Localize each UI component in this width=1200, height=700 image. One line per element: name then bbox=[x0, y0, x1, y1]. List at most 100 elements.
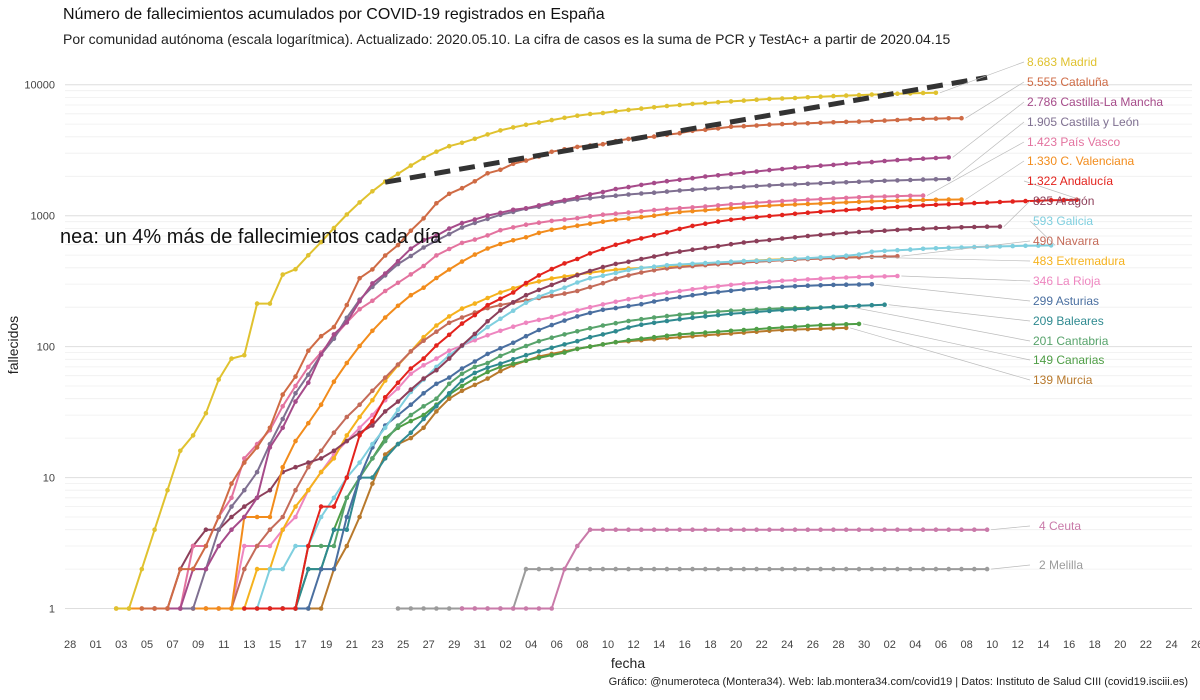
data-point bbox=[306, 606, 311, 611]
data-point bbox=[549, 293, 554, 299]
data-point bbox=[933, 566, 939, 572]
data-point bbox=[357, 433, 362, 438]
data-point bbox=[715, 206, 721, 212]
data-point bbox=[779, 121, 785, 127]
data-point bbox=[485, 351, 490, 357]
data-point bbox=[216, 606, 221, 611]
data-point bbox=[587, 566, 593, 572]
data-point bbox=[382, 395, 388, 400]
data-point bbox=[908, 177, 913, 183]
data-point bbox=[908, 198, 913, 203]
series-label: 593 Galicia bbox=[1033, 214, 1093, 228]
data-point bbox=[536, 220, 542, 225]
data-point bbox=[434, 329, 439, 335]
data-point bbox=[690, 101, 695, 107]
data-point bbox=[626, 325, 631, 330]
data-point bbox=[690, 247, 695, 252]
data-point bbox=[472, 312, 478, 318]
data-point bbox=[485, 606, 490, 611]
data-point bbox=[203, 543, 209, 549]
data-point bbox=[370, 388, 375, 394]
data-point bbox=[280, 514, 286, 520]
data-point bbox=[510, 324, 516, 330]
data-point bbox=[421, 216, 426, 221]
data-point bbox=[741, 258, 747, 264]
data-point bbox=[242, 606, 247, 611]
data-point bbox=[856, 282, 862, 287]
data-point bbox=[613, 305, 618, 311]
series-c-valenciana bbox=[113, 197, 964, 611]
data-point bbox=[293, 487, 298, 493]
data-point bbox=[472, 179, 478, 184]
leader-line bbox=[862, 323, 1031, 361]
data-point bbox=[613, 267, 618, 273]
data-point bbox=[677, 226, 682, 232]
data-point bbox=[370, 267, 375, 272]
x-tick-label: 23 bbox=[371, 639, 383, 651]
data-point bbox=[767, 122, 772, 127]
data-point bbox=[818, 322, 823, 328]
series-line bbox=[308, 326, 847, 610]
data-point bbox=[703, 260, 708, 266]
data-point bbox=[831, 231, 836, 237]
data-point bbox=[562, 261, 567, 266]
data-point bbox=[805, 277, 811, 282]
leader-line bbox=[901, 240, 1031, 257]
data-point bbox=[498, 316, 503, 322]
data-point bbox=[242, 514, 247, 520]
x-tick-label: 15 bbox=[269, 639, 281, 651]
data-point bbox=[920, 90, 926, 96]
data-point bbox=[754, 123, 759, 128]
data-point bbox=[690, 261, 695, 267]
chart-title: Número de fallecimientos acumulados por … bbox=[63, 6, 605, 23]
data-point bbox=[728, 311, 734, 317]
data-point bbox=[510, 308, 516, 314]
data-point bbox=[267, 425, 273, 431]
data-point bbox=[677, 332, 682, 337]
data-point bbox=[575, 215, 580, 221]
data-point bbox=[831, 527, 836, 532]
data-point bbox=[382, 425, 388, 431]
data-point bbox=[472, 359, 478, 364]
x-tick-label: 13 bbox=[243, 639, 255, 651]
data-point bbox=[754, 527, 759, 532]
data-point bbox=[677, 316, 682, 322]
data-point bbox=[421, 237, 426, 243]
data-point bbox=[446, 356, 452, 361]
series-label: 1.905 Castilla y León bbox=[1027, 115, 1139, 129]
data-point bbox=[626, 566, 631, 572]
data-point bbox=[485, 302, 490, 308]
data-point bbox=[908, 117, 913, 122]
data-point bbox=[293, 514, 298, 520]
data-point bbox=[664, 263, 670, 268]
data-point bbox=[459, 140, 465, 146]
data-point bbox=[818, 120, 823, 126]
data-point bbox=[190, 433, 196, 438]
series-label: 1.330 C. Valenciana bbox=[1027, 154, 1135, 168]
data-point bbox=[715, 284, 721, 289]
x-tick-label: 26 bbox=[807, 639, 819, 651]
data-point bbox=[690, 311, 695, 316]
data-point bbox=[331, 495, 337, 501]
data-point bbox=[267, 445, 273, 450]
x-axis: 28 01 03 05 07 09 11 13 15 17 19 21 23 25 27 29 31 02 04 06… bbox=[64, 639, 1200, 651]
data-point bbox=[523, 206, 529, 211]
data-point bbox=[293, 374, 298, 379]
data-point bbox=[728, 566, 734, 572]
data-point bbox=[677, 262, 682, 267]
data-point bbox=[229, 504, 234, 509]
data-point bbox=[651, 299, 657, 304]
x-tick-label: 25 bbox=[397, 639, 409, 651]
data-point bbox=[651, 213, 657, 218]
data-point bbox=[178, 566, 183, 572]
data-point bbox=[831, 120, 836, 125]
x-axis-title: fecha bbox=[611, 655, 645, 671]
data-point bbox=[895, 253, 900, 259]
data-point bbox=[895, 527, 900, 532]
data-point bbox=[997, 244, 1003, 249]
data-point bbox=[331, 324, 337, 330]
data-point bbox=[908, 203, 913, 209]
data-point bbox=[754, 169, 759, 174]
data-point bbox=[715, 260, 721, 265]
data-point bbox=[254, 495, 260, 501]
